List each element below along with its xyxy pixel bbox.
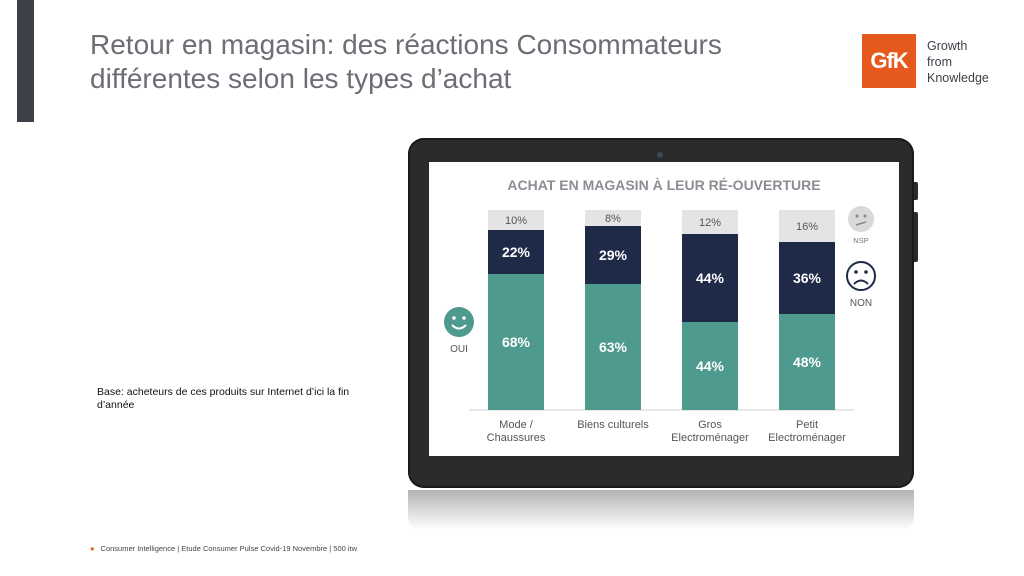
category-label-3: Electroménager [768, 432, 846, 444]
bar-oui-3 [779, 314, 835, 410]
bar-non-1 [585, 226, 641, 284]
bar-oui-0 [488, 274, 544, 410]
gfk-logo: GfK [862, 34, 916, 88]
legend-label-oui: OUI [450, 344, 468, 355]
chart-title: ACHAT EN MAGASIN À LEUR RÉ-OUVERTURE [507, 177, 820, 193]
data-label-non-1: 29% [599, 247, 628, 263]
bar-nsp-3 [779, 210, 835, 242]
page-title: Retour en magasin: des réactions Consomm… [90, 28, 790, 96]
category-label-2: Gros [698, 419, 722, 431]
tablet-side-button [914, 182, 918, 200]
bullet-icon: ● [90, 544, 95, 553]
tablet-frame: ACHAT EN MAGASIN À LEUR RÉ-OUVERTURE 68%… [408, 138, 914, 488]
legend-label-non: NON [850, 298, 872, 309]
data-label-oui-2: 44% [696, 358, 725, 374]
bar-oui-2 [682, 322, 738, 410]
data-label-non-3: 36% [793, 270, 822, 286]
gfk-logo-mark: GfK [870, 48, 908, 73]
tablet-camera [657, 152, 663, 158]
gfk-tagline: Growth from Knowledge [927, 38, 989, 86]
page-title-line-2: différentes selon les types d’achat [90, 63, 512, 94]
tagline-line-3: Knowledge [927, 71, 989, 85]
data-label-non-2: 44% [696, 270, 725, 286]
legend-label-nsp: NSP [853, 236, 868, 245]
footer-source: ● Consumer Intelligence | Etude Consumer … [90, 544, 357, 553]
category-label-0: Chaussures [487, 432, 546, 444]
tablet-reflection [408, 490, 914, 530]
footer-text: Consumer Intelligence | Etude Consumer P… [100, 544, 358, 553]
data-label-non-0: 22% [502, 244, 531, 260]
accent-bar [17, 0, 34, 122]
category-label-1: Biens culturels [577, 419, 649, 431]
category-label-0: Mode / [499, 419, 534, 431]
happy-face-icon [444, 307, 474, 337]
stacked-bar-chart: ACHAT EN MAGASIN À LEUR RÉ-OUVERTURE 68%… [444, 177, 876, 444]
data-label-oui-3: 48% [793, 354, 822, 370]
base-note: Base: acheteurs de ces produits sur Inte… [97, 386, 350, 411]
tablet-screen: ACHAT EN MAGASIN À LEUR RÉ-OUVERTURE 68%… [429, 162, 899, 456]
bar-nsp-0 [488, 210, 544, 230]
data-label-nsp-1: 8% [605, 213, 621, 225]
data-label-nsp-0: 10% [505, 215, 527, 227]
category-label-2: Electroménager [671, 432, 749, 444]
tagline-line-1: Growth [927, 39, 968, 53]
bar-oui-1 [585, 284, 641, 410]
tagline-line-2: from [927, 55, 952, 69]
neutral-face-icon [848, 206, 874, 232]
data-label-oui-0: 68% [502, 334, 531, 350]
data-label-nsp-3: 16% [796, 221, 818, 233]
bar-nsp-1 [585, 210, 641, 226]
data-label-oui-1: 63% [599, 339, 628, 355]
sad-face-icon [846, 261, 876, 291]
page-title-line-1: Retour en magasin: des réactions Consomm… [90, 29, 722, 60]
data-label-nsp-2: 12% [699, 217, 721, 229]
category-label-3: Petit [796, 419, 818, 431]
bar-non-0 [488, 230, 544, 274]
tablet-side-button [914, 212, 918, 262]
bar-non-2 [682, 234, 738, 322]
bar-nsp-2 [682, 210, 738, 234]
bar-non-3 [779, 242, 835, 314]
